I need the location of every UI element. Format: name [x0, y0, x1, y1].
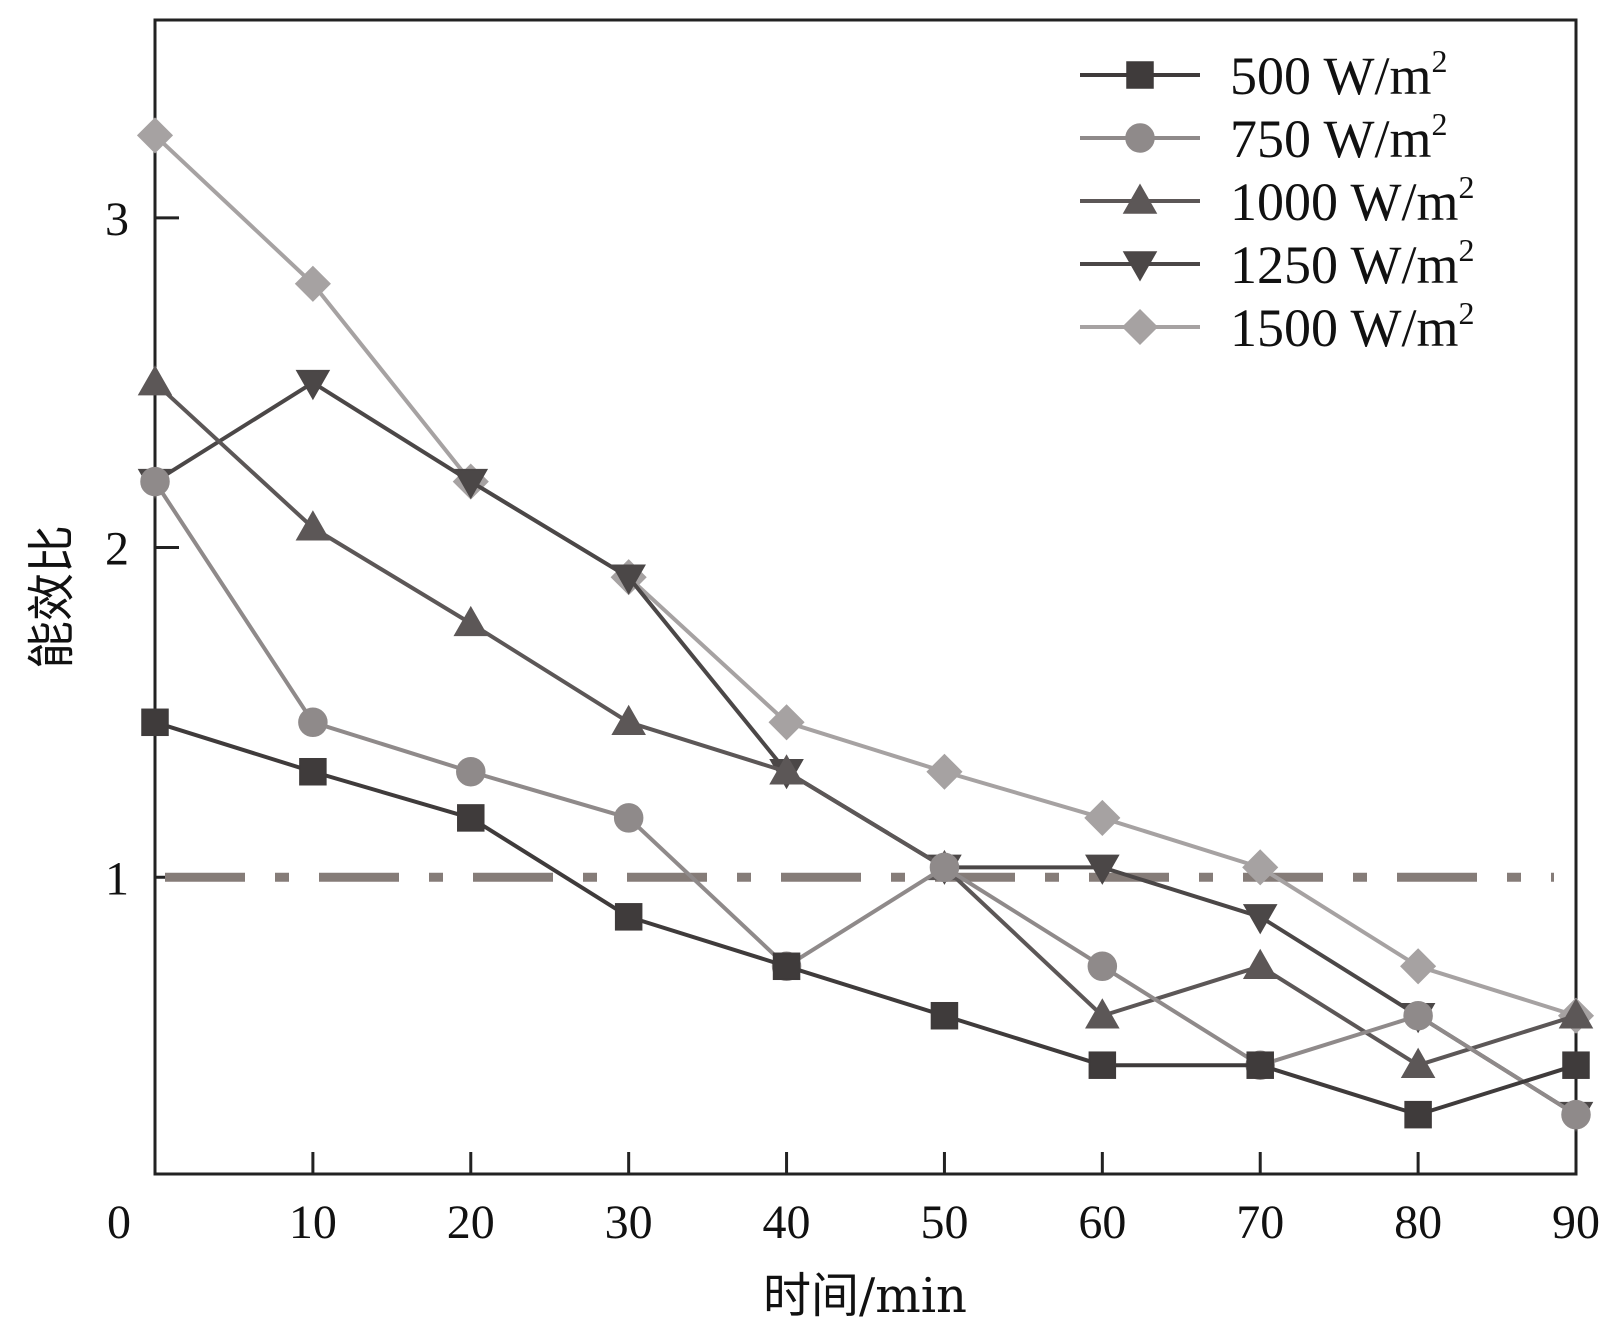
data-point	[1246, 1051, 1274, 1079]
data-point	[295, 369, 331, 401]
series-3	[137, 369, 1594, 1133]
legend-label-superscript: 2	[1459, 295, 1475, 331]
series-2	[137, 365, 1594, 1078]
data-point	[1562, 1051, 1590, 1079]
series-line	[153, 480, 1578, 1117]
legend-label: 1000 W/m2	[1230, 169, 1475, 232]
data-point	[294, 265, 331, 302]
data-point	[1084, 799, 1121, 836]
legend-label: 500 W/m2	[1230, 43, 1448, 106]
data-point	[136, 117, 174, 154]
x-tick-label: 20	[447, 1196, 495, 1249]
data-point	[1088, 1051, 1117, 1079]
data-point	[772, 952, 801, 981]
data-point	[930, 1001, 959, 1030]
legend-label-text: 1500 W/m	[1230, 298, 1459, 358]
data-point	[1242, 904, 1278, 935]
data-point	[137, 365, 173, 396]
legend-label-superscript: 2	[1432, 43, 1448, 79]
x-tick-label-origin: 0	[107, 1196, 131, 1249]
x-tick-label: 80	[1394, 1196, 1442, 1249]
series-line	[153, 133, 1577, 1018]
legend-marker	[1122, 183, 1158, 214]
data-point	[295, 510, 331, 541]
axis-ticks: 10 20 30 40 50 60 70 80 90 0 1 2 3	[105, 193, 1600, 1249]
legend-label-superscript: 2	[1432, 106, 1448, 142]
data-point	[614, 903, 643, 931]
y-tick-label: 1	[105, 852, 129, 905]
data-point	[611, 564, 646, 595]
legend-label-superscript: 2	[1459, 169, 1475, 205]
data-point	[1400, 1047, 1436, 1078]
data-point	[926, 753, 963, 790]
data-point	[1400, 948, 1437, 985]
data-point	[1087, 951, 1118, 982]
x-tick-label: 60	[1078, 1196, 1126, 1249]
legend-item: 500 W/m2	[1080, 43, 1448, 106]
legend-label-text: 500 W/m	[1230, 46, 1432, 106]
data-point	[1242, 948, 1278, 980]
legend-label: 1250 W/m2	[1230, 232, 1475, 295]
series-line	[153, 381, 1577, 1068]
data-point	[453, 605, 489, 637]
series-group	[136, 117, 1595, 1133]
legend-label-text: 1000 W/m	[1230, 172, 1459, 232]
legend-label: 1500 W/m2	[1230, 295, 1475, 358]
legend-marker	[1126, 61, 1154, 89]
x-tick-label: 50	[920, 1196, 968, 1249]
y-tick-label: 2	[105, 523, 129, 576]
legend-label-text: 750 W/m	[1230, 109, 1432, 169]
data-point	[456, 756, 486, 787]
x-tick-label: 10	[289, 1196, 337, 1249]
data-point	[613, 803, 644, 833]
legend-marker	[1122, 251, 1158, 282]
legend-label-text: 1250 W/m	[1230, 235, 1459, 295]
x-tick-label: 90	[1552, 1196, 1600, 1249]
data-point	[769, 754, 804, 785]
x-tick-label: 70	[1236, 1196, 1284, 1249]
data-point	[298, 707, 328, 738]
y-axis-title: 能效比	[24, 525, 80, 669]
x-axis-title: 时间/min	[763, 1268, 967, 1324]
data-point	[1403, 1000, 1433, 1031]
data-point	[299, 757, 327, 786]
series-0	[141, 708, 1590, 1129]
legend-label-superscript: 2	[1459, 232, 1475, 268]
data-point	[1558, 998, 1594, 1029]
plot-frame	[153, 18, 1578, 1176]
data-point	[141, 708, 169, 737]
x-tick-label: 40	[763, 1196, 811, 1249]
data-point	[1404, 1100, 1432, 1129]
data-point	[140, 466, 170, 497]
data-point	[929, 852, 960, 883]
y-tick-label: 3	[105, 193, 129, 246]
data-point	[1085, 998, 1120, 1029]
legend-marker	[1121, 308, 1159, 346]
data-point	[453, 468, 489, 500]
legend-item: 1000 W/m2	[1080, 169, 1475, 232]
data-point	[1085, 854, 1120, 885]
data-point	[457, 804, 485, 832]
legend-label: 750 W/m2	[1230, 106, 1448, 169]
series-line	[154, 720, 1577, 1117]
legend-item: 1250 W/m2	[1080, 232, 1475, 295]
x-tick-label: 30	[605, 1196, 653, 1249]
legend-item: 1500 W/m2	[1080, 295, 1475, 358]
data-point	[611, 704, 646, 736]
legend-marker	[1125, 123, 1155, 153]
data-point	[1561, 1099, 1591, 1130]
data-point	[768, 704, 805, 741]
series-1	[140, 466, 1591, 1130]
legend-item: 750 W/m2	[1080, 106, 1448, 169]
data-point	[1242, 849, 1279, 886]
